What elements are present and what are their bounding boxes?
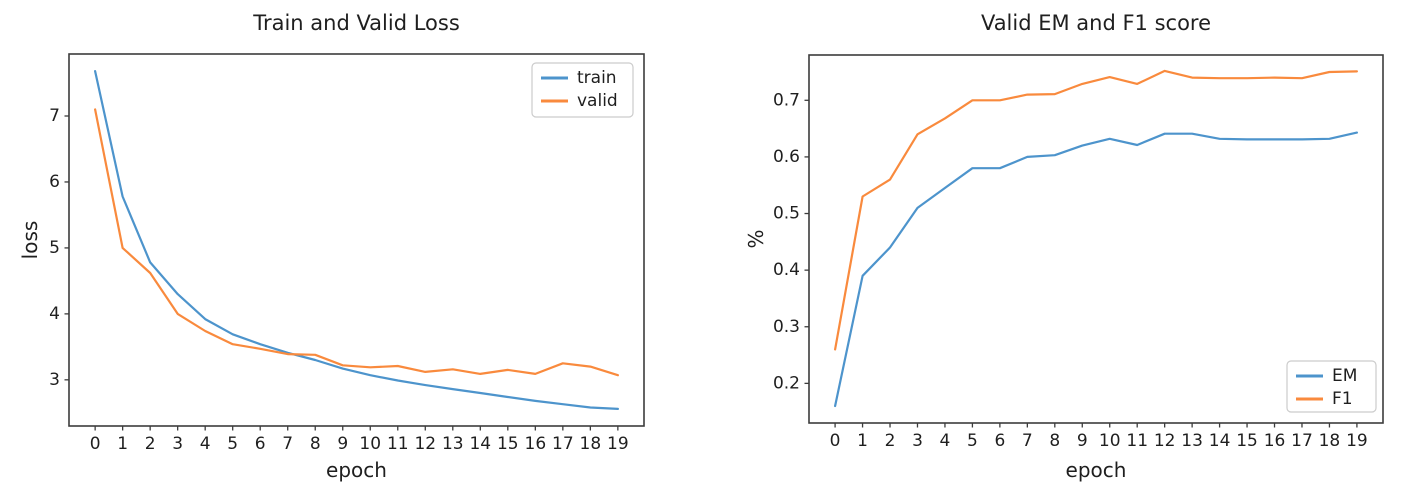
- left-x-axis-ticks: 0 1 2 3 4 5 6 7 8 9 10 11 12 13 14 15 16 17 18 19: [90, 426, 629, 454]
- x-tick-label: 10: [359, 434, 381, 454]
- x-tick-label: 17: [1291, 431, 1313, 451]
- x-tick-label: 8: [310, 434, 321, 454]
- left-plot-border: [68, 53, 645, 427]
- y-tick-label: 0.2: [773, 373, 800, 393]
- legend-label-EM: EM: [1332, 366, 1357, 386]
- x-tick-label: 18: [580, 434, 602, 454]
- x-tick-label: 14: [469, 434, 491, 454]
- x-tick-label: 0: [90, 434, 101, 454]
- train-line: [93, 69, 620, 410]
- right-plot-border: [808, 54, 1384, 424]
- x-tick-label: 11: [387, 434, 409, 454]
- x-tick-label: 9: [1077, 431, 1088, 451]
- x-tick-label: 9: [337, 434, 348, 454]
- right-chart-yaxis-label: %: [744, 229, 768, 249]
- y-tick-label: 0.4: [773, 260, 800, 280]
- x-tick-label: 0: [830, 431, 841, 451]
- right-x-axis-ticks: 0 1 2 3 4 5 6 7 8 9 10 11 12 13 14 15 16 17 18 19: [830, 423, 1368, 451]
- x-tick-label: 5: [967, 431, 978, 451]
- right-chart-xaxis-label: epoch: [1065, 458, 1127, 482]
- x-tick-label: 16: [525, 434, 547, 454]
- y-tick-label: 3: [49, 370, 60, 390]
- y-tick-label: 5: [49, 238, 60, 258]
- y-tick-label: 4: [49, 304, 60, 324]
- x-tick-label: 12: [414, 434, 436, 454]
- y-tick-label: 0.6: [773, 147, 800, 167]
- x-tick-label: 17: [552, 434, 574, 454]
- left-y-axis-ticks: 3 4 5 6 7: [49, 106, 69, 390]
- x-tick-label: 3: [912, 431, 923, 451]
- x-tick-label: 18: [1319, 431, 1341, 451]
- x-tick-label: 15: [1236, 431, 1258, 451]
- x-tick-label: 7: [282, 434, 293, 454]
- y-tick-label: 0.5: [773, 204, 800, 224]
- x-tick-label: 12: [1154, 431, 1176, 451]
- legend-label-valid: valid: [577, 91, 618, 111]
- x-tick-label: 6: [994, 431, 1005, 451]
- left-chart-title: Train and Valid Loss: [253, 11, 460, 35]
- left-chart: 0 1 2 3 4 5 6 7 8 9 10 11 12 13 14 15 16 17 18 1934567train…: [49, 53, 645, 454]
- x-tick-label: 3: [172, 434, 183, 454]
- x-tick-label: 6: [255, 434, 266, 454]
- left-legend: train valid: [531, 62, 634, 118]
- x-tick-label: 16: [1264, 431, 1286, 451]
- right-legend: EM F1: [1286, 360, 1377, 413]
- right-y-axis-ticks: 0.2 0.3 0.4 0.5 0.6 0.7: [773, 90, 809, 393]
- x-tick-label: 13: [442, 434, 464, 454]
- F1-line: [833, 69, 1359, 351]
- EM-line: [833, 131, 1359, 408]
- x-tick-label: 19: [1346, 431, 1368, 451]
- x-tick-label: 14: [1209, 431, 1231, 451]
- x-tick-label: 4: [940, 431, 951, 451]
- x-tick-label: 2: [145, 434, 156, 454]
- right-chart-title: Valid EM and F1 score: [980, 11, 1212, 35]
- x-tick-label: 5: [227, 434, 238, 454]
- y-tick-label: 6: [49, 172, 60, 192]
- y-tick-label: 0.3: [773, 317, 800, 337]
- legend-label-F1: F1: [1332, 389, 1353, 409]
- x-tick-label: 11: [1126, 431, 1148, 451]
- left-chart-xaxis-label: epoch: [326, 458, 387, 482]
- left-chart-yaxis-label: loss: [18, 220, 42, 260]
- x-tick-label: 2: [885, 431, 896, 451]
- y-tick-label: 7: [49, 106, 60, 126]
- x-tick-label: 8: [1049, 431, 1060, 451]
- x-tick-label: 10: [1099, 431, 1121, 451]
- x-tick-label: 7: [1022, 431, 1033, 451]
- y-tick-label: 0.7: [773, 90, 800, 110]
- x-tick-label: 19: [607, 434, 629, 454]
- x-tick-label: 4: [200, 434, 211, 454]
- right-chart: 0 1 2 3 4 5 6 7 8 9 10 11 12 13 14 15 16 17 18 190.20.30.40…: [773, 54, 1384, 451]
- x-tick-label: 1: [857, 431, 868, 451]
- legend-label-train: train: [577, 68, 617, 88]
- x-tick-label: 13: [1181, 431, 1203, 451]
- x-tick-label: 1: [117, 434, 128, 454]
- valid-line: [93, 108, 620, 377]
- x-tick-label: 15: [497, 434, 519, 454]
